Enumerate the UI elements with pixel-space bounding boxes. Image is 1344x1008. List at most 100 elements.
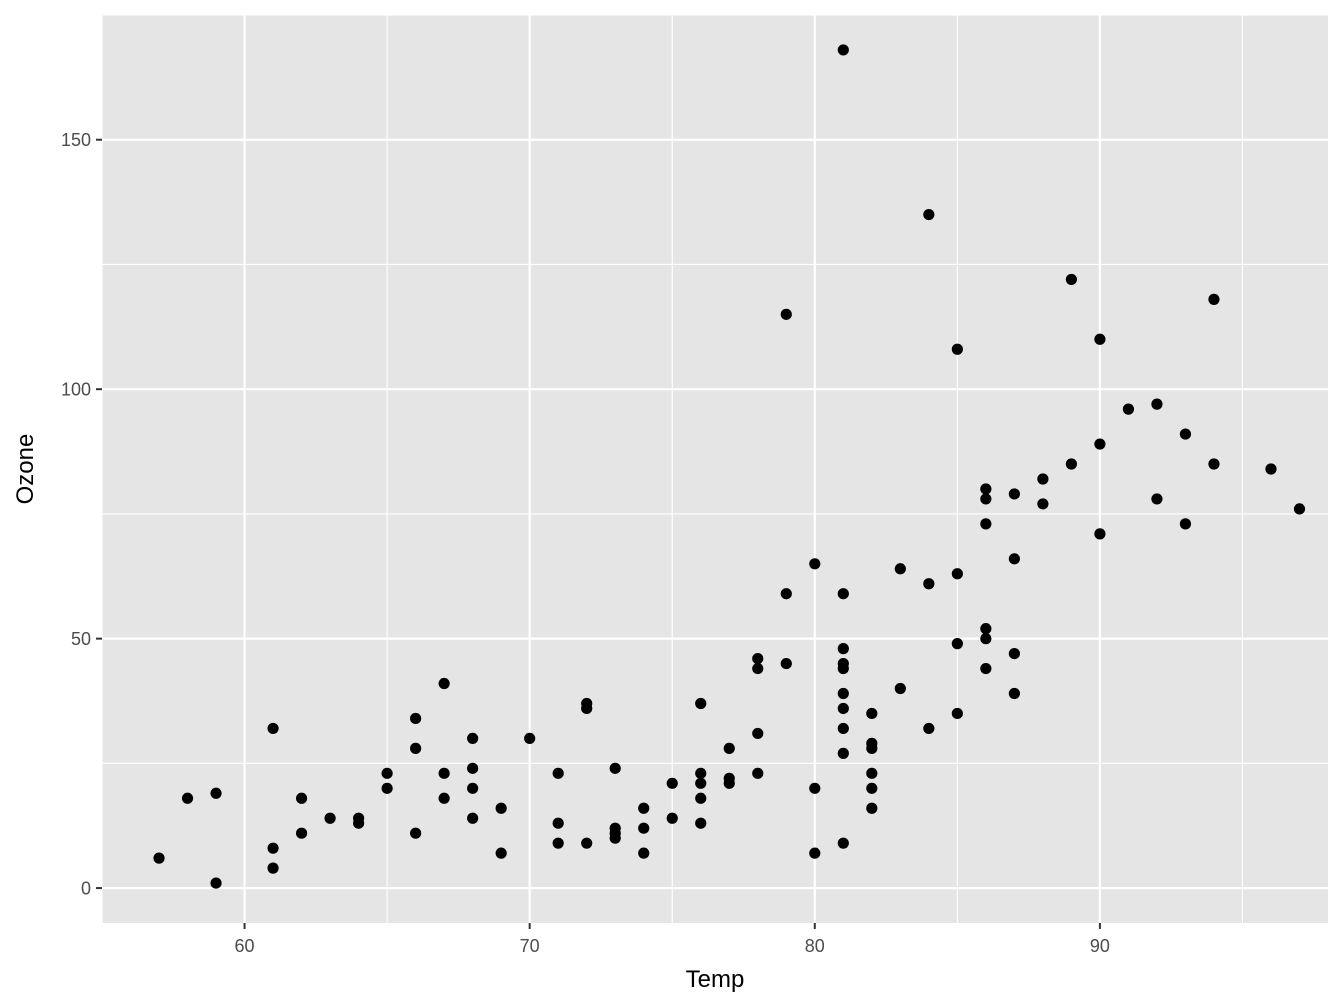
x-tick-label: 70 bbox=[520, 936, 540, 956]
data-point bbox=[381, 767, 393, 779]
data-point bbox=[923, 722, 935, 735]
data-point bbox=[1037, 473, 1049, 485]
data-point bbox=[609, 832, 621, 844]
data-point bbox=[1065, 458, 1077, 470]
data-point bbox=[381, 782, 393, 794]
data-point bbox=[1094, 438, 1106, 450]
data-point bbox=[1037, 498, 1049, 510]
y-tick-label: 50 bbox=[71, 629, 91, 649]
data-point bbox=[524, 732, 536, 745]
data-point bbox=[1293, 503, 1306, 515]
data-point bbox=[267, 722, 279, 735]
data-point bbox=[923, 208, 935, 221]
data-point bbox=[1008, 488, 1020, 500]
data-point bbox=[552, 767, 564, 779]
data-point bbox=[267, 862, 279, 874]
major-gridlines bbox=[102, 15, 1328, 923]
data-point bbox=[552, 837, 564, 849]
y-tick-label: 0 bbox=[81, 879, 91, 899]
data-point bbox=[980, 493, 992, 505]
data-point bbox=[295, 827, 308, 839]
data-point bbox=[951, 568, 963, 580]
data-point bbox=[1122, 403, 1135, 415]
data-point bbox=[581, 837, 593, 849]
data-point bbox=[267, 842, 279, 854]
data-point bbox=[923, 578, 935, 590]
data-point bbox=[837, 643, 849, 655]
data-point bbox=[894, 563, 906, 575]
data-point bbox=[809, 847, 821, 859]
minor-gridlines bbox=[101, 14, 1328, 923]
data-point bbox=[837, 687, 849, 700]
data-point bbox=[324, 812, 336, 824]
data-point bbox=[837, 722, 849, 735]
y-tick-label: 100 bbox=[61, 380, 91, 400]
x-tick-label: 90 bbox=[1090, 936, 1110, 956]
data-point bbox=[410, 827, 422, 839]
data-point bbox=[866, 767, 878, 779]
data-point bbox=[1151, 398, 1163, 410]
data-point bbox=[1265, 463, 1277, 475]
data-point bbox=[410, 742, 422, 754]
data-point bbox=[780, 308, 792, 320]
data-point bbox=[467, 732, 479, 745]
data-point bbox=[837, 837, 849, 849]
data-point bbox=[353, 817, 365, 829]
data-point bbox=[780, 588, 792, 600]
data-point bbox=[866, 802, 878, 814]
data-point bbox=[980, 633, 992, 645]
data-point bbox=[638, 847, 650, 859]
data-point bbox=[410, 712, 422, 725]
data-point bbox=[695, 792, 707, 804]
data-point bbox=[210, 877, 222, 889]
data-point bbox=[438, 792, 450, 804]
data-point bbox=[780, 657, 792, 670]
data-point bbox=[752, 767, 764, 779]
data-point bbox=[837, 702, 849, 715]
data-point bbox=[1065, 273, 1077, 286]
data-point bbox=[467, 762, 479, 774]
data-point bbox=[752, 652, 764, 665]
data-point bbox=[1008, 647, 1020, 660]
data-point bbox=[837, 44, 849, 56]
data-points bbox=[153, 44, 1306, 889]
plot-panel bbox=[102, 15, 1328, 923]
data-point bbox=[695, 697, 707, 710]
x-axis-title: Temp bbox=[686, 966, 745, 993]
data-point bbox=[638, 822, 650, 834]
data-point bbox=[980, 483, 992, 495]
data-point bbox=[809, 558, 821, 570]
data-point bbox=[723, 777, 735, 789]
data-point bbox=[752, 727, 764, 740]
data-point bbox=[809, 782, 821, 794]
data-point bbox=[181, 792, 194, 804]
data-point bbox=[980, 518, 992, 530]
data-point bbox=[1208, 293, 1220, 305]
data-point bbox=[894, 682, 906, 695]
data-point bbox=[1151, 493, 1163, 505]
data-point bbox=[1008, 553, 1020, 565]
data-point bbox=[837, 662, 849, 675]
data-point bbox=[467, 812, 479, 824]
data-point bbox=[495, 802, 507, 814]
data-point bbox=[866, 707, 878, 720]
data-point bbox=[609, 762, 621, 774]
y-axis: 0 50 100 150 bbox=[61, 130, 102, 899]
y-axis-title: Ozone bbox=[12, 434, 39, 505]
data-point bbox=[153, 852, 165, 864]
data-point bbox=[866, 742, 878, 754]
data-point bbox=[295, 792, 308, 804]
data-point bbox=[980, 623, 992, 635]
data-point bbox=[837, 588, 849, 600]
data-point bbox=[1179, 428, 1192, 440]
data-point bbox=[1179, 518, 1192, 530]
x-axis: 60 70 80 90 bbox=[235, 923, 1110, 956]
data-point bbox=[210, 787, 222, 799]
data-point bbox=[980, 662, 992, 675]
x-tick-label: 80 bbox=[805, 936, 825, 956]
data-point bbox=[752, 662, 764, 675]
data-point bbox=[866, 782, 878, 794]
data-point bbox=[438, 677, 450, 690]
